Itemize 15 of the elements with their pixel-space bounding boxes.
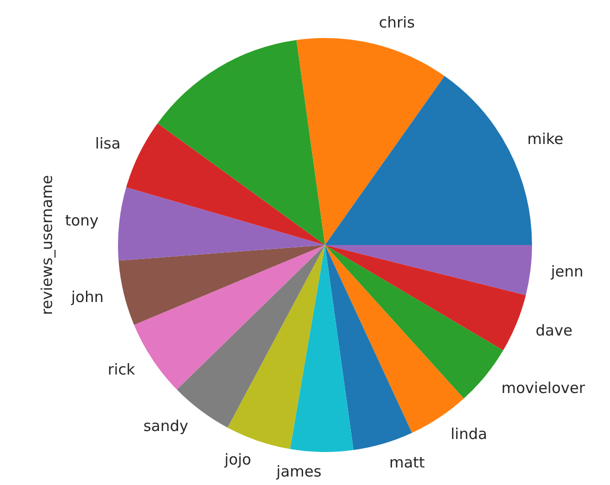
slice-label: movielover: [501, 378, 586, 397]
slice-label: linda: [450, 424, 488, 443]
slice-label: john: [70, 288, 104, 306]
slice-label: rick: [108, 360, 136, 378]
slice-label: sandy: [143, 416, 188, 435]
slice-label: mike: [527, 130, 564, 148]
slice-label: dave: [536, 321, 572, 340]
slice-label: jenn: [550, 262, 584, 281]
slice-label: tony: [65, 211, 99, 230]
slice-label: lisa: [95, 134, 121, 153]
slice-label: jojo: [224, 450, 252, 468]
text: reviews_username: [38, 175, 56, 315]
slice-label: matt: [389, 453, 425, 472]
slice-label: chris: [378, 14, 415, 32]
slice-label: james: [275, 462, 322, 481]
